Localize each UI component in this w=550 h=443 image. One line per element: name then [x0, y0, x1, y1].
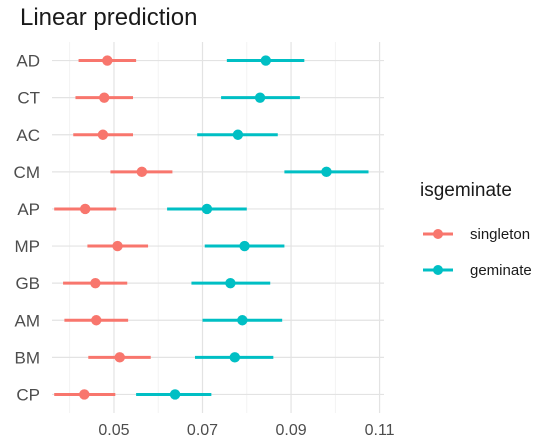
singleton-point	[91, 315, 102, 326]
geminate-point	[321, 166, 332, 178]
y-tick-label: AP	[17, 200, 40, 219]
geminate-point	[239, 240, 250, 252]
geminate-point	[260, 55, 272, 66]
geminate-point	[229, 352, 241, 363]
x-tick-label: 0.09	[275, 422, 306, 439]
y-tick-label: MP	[15, 237, 41, 256]
geminate-point	[201, 203, 213, 215]
x-tick-label: 0.07	[187, 422, 218, 439]
legend-swatch	[423, 265, 453, 275]
chart-title: Linear prediction	[20, 4, 198, 31]
y-tick-label: AM	[15, 311, 41, 330]
y-tick-label: AC	[16, 126, 40, 145]
geminate-point	[169, 389, 181, 400]
geminate-point	[232, 129, 244, 140]
x-tick-label: 0.05	[98, 422, 129, 439]
y-tick-label: GB	[15, 274, 40, 293]
singleton-point	[102, 55, 113, 66]
legend-label: geminate	[470, 261, 532, 279]
x-tick-label: 0.11	[365, 422, 395, 439]
singleton-point	[136, 166, 148, 178]
geminate-point	[254, 92, 266, 103]
singleton-point	[79, 389, 90, 400]
singleton-point	[99, 92, 110, 103]
y-tick-label: CT	[17, 89, 40, 108]
legend-title: isgeminate	[420, 180, 512, 201]
singleton-point	[112, 240, 123, 252]
legend: isgeminate singleton geminate	[420, 180, 532, 288]
legend-swatch-point	[433, 265, 443, 275]
geminate-point	[225, 277, 236, 289]
singleton-point	[114, 352, 125, 363]
singleton-point	[97, 129, 109, 140]
legend-swatch-point	[433, 229, 443, 239]
legend-item-singleton: singleton	[420, 216, 532, 252]
legend-item-geminate: geminate	[420, 252, 532, 288]
y-tick-label: AD	[16, 52, 40, 71]
y-tick-label: CM	[14, 163, 40, 182]
y-tick-label: BM	[15, 348, 41, 367]
legend-label: singleton	[470, 225, 531, 243]
singleton-point	[80, 203, 91, 215]
legend-swatch	[423, 229, 453, 239]
y-tick-label: CP	[16, 385, 40, 404]
singleton-point	[90, 277, 101, 289]
geminate-point	[237, 315, 248, 326]
